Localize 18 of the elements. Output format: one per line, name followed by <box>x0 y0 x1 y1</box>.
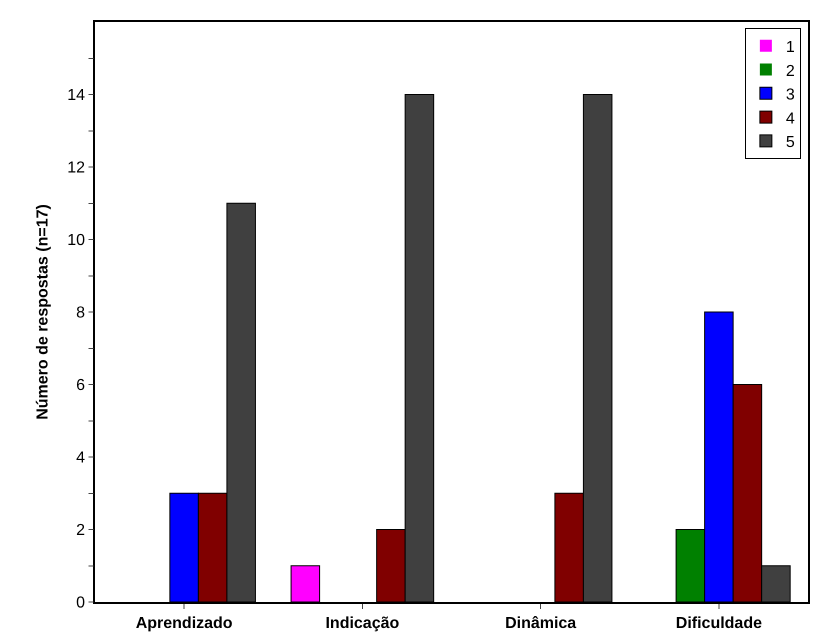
legend-label: 2 <box>786 62 795 80</box>
legend-label: 5 <box>786 134 795 152</box>
legend-label: 4 <box>786 110 795 128</box>
y-tick-label: 0 <box>76 594 86 612</box>
x-tick-label: Dificuldade <box>676 614 762 632</box>
y-tick-label: 6 <box>76 377 86 394</box>
x-tick-label: Indicação <box>325 614 400 632</box>
y-tick-label: 14 <box>67 87 86 104</box>
legend-label: 3 <box>786 86 795 104</box>
x-tick-label: Aprendizado <box>136 614 233 632</box>
x-tick-label: Dinâmica <box>505 614 576 632</box>
y-tick-label: 8 <box>76 304 86 322</box>
legend-label: 1 <box>786 38 795 56</box>
y-axis-title: Número de respostas (n=17) <box>34 204 52 420</box>
y-tick-label: 4 <box>76 450 86 467</box>
y-tick-label: 2 <box>76 522 86 540</box>
y-tick-label: 10 <box>67 232 86 250</box>
y-tick-label: 12 <box>67 160 86 177</box>
